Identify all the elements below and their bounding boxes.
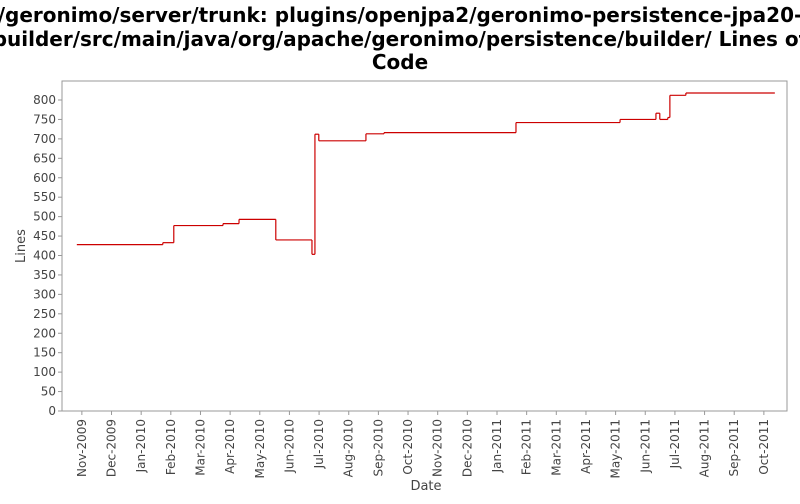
x-tick-label: Sep-2010 bbox=[371, 419, 385, 477]
y-tick-label: 600 bbox=[33, 171, 56, 185]
x-tick-label: Jun-2010 bbox=[282, 419, 296, 474]
x-tick-label: Oct-2010 bbox=[401, 419, 415, 475]
plot-area bbox=[61, 80, 788, 412]
x-tick-label: Feb-2011 bbox=[520, 419, 534, 475]
y-tick-label: 700 bbox=[33, 132, 56, 146]
y-axis-label: Lines bbox=[14, 229, 29, 263]
chart-title: /geronimo/server/trunk: plugins/openjpa2… bbox=[0, 3, 800, 27]
x-tick-label: Jan-2011 bbox=[490, 419, 504, 473]
x-tick-label: Mar-2010 bbox=[193, 419, 207, 476]
y-tick-label: 800 bbox=[33, 93, 56, 107]
x-tick-label: Aug-2010 bbox=[342, 419, 356, 477]
y-tick-label: 50 bbox=[41, 385, 56, 399]
y-tick-label: 400 bbox=[33, 249, 56, 263]
y-tick-label: 300 bbox=[33, 287, 56, 301]
x-tick-label: Dec-2009 bbox=[105, 419, 119, 477]
x-tick-label: Apr-2011 bbox=[579, 419, 593, 474]
y-tick-label: 250 bbox=[33, 307, 56, 321]
x-tick-label: Jul-2011 bbox=[668, 419, 682, 469]
x-tick-label: Nov-2010 bbox=[431, 419, 445, 477]
y-tick-label: 500 bbox=[33, 210, 56, 224]
y-tick-label: 0 bbox=[48, 404, 56, 418]
x-tick-label: May-2010 bbox=[253, 419, 267, 478]
x-axis-label: Date bbox=[410, 479, 441, 494]
y-tick-label: 350 bbox=[33, 268, 56, 282]
y-tick-label: 200 bbox=[33, 326, 56, 340]
y-tick-label: 750 bbox=[33, 112, 56, 126]
y-tick-label: 450 bbox=[33, 229, 56, 243]
x-tick-label: Jul-2010 bbox=[312, 419, 326, 469]
x-tick-label: Apr-2010 bbox=[223, 419, 237, 474]
x-tick-label: Nov-2009 bbox=[75, 419, 89, 477]
x-tick-label: Jun-2011 bbox=[638, 419, 652, 474]
x-tick-label: Feb-2010 bbox=[164, 419, 178, 475]
y-tick-label: 100 bbox=[33, 365, 56, 379]
chart-title: Code bbox=[372, 50, 428, 74]
y-tick-label: 550 bbox=[33, 190, 56, 204]
y-tick-label: 150 bbox=[33, 346, 56, 360]
x-tick-label: Sep-2011 bbox=[727, 419, 741, 477]
x-tick-label: May-2011 bbox=[609, 419, 623, 478]
x-tick-label: Mar-2011 bbox=[549, 419, 563, 476]
x-tick-label: Jan-2010 bbox=[134, 419, 148, 473]
x-tick-label: Dec-2010 bbox=[460, 419, 474, 477]
y-tick-label: 650 bbox=[33, 151, 56, 165]
x-tick-label: Aug-2011 bbox=[698, 419, 712, 477]
chart-title: builder/src/main/java/org/apache/geronim… bbox=[0, 27, 800, 51]
x-tick-label: Oct-2011 bbox=[757, 419, 771, 475]
